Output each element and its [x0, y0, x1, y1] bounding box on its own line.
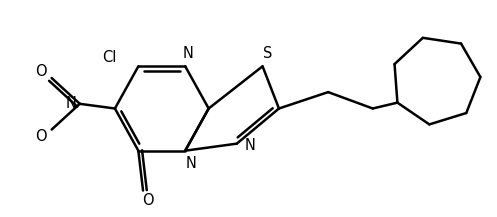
- Text: N: N: [185, 156, 196, 171]
- Text: N: N: [245, 138, 255, 153]
- Text: Cl: Cl: [102, 50, 116, 65]
- Text: O: O: [35, 129, 47, 144]
- Text: N: N: [182, 46, 193, 61]
- Text: S: S: [262, 46, 272, 61]
- Text: O: O: [35, 64, 47, 79]
- Text: O: O: [142, 193, 154, 208]
- Text: N: N: [66, 96, 77, 111]
